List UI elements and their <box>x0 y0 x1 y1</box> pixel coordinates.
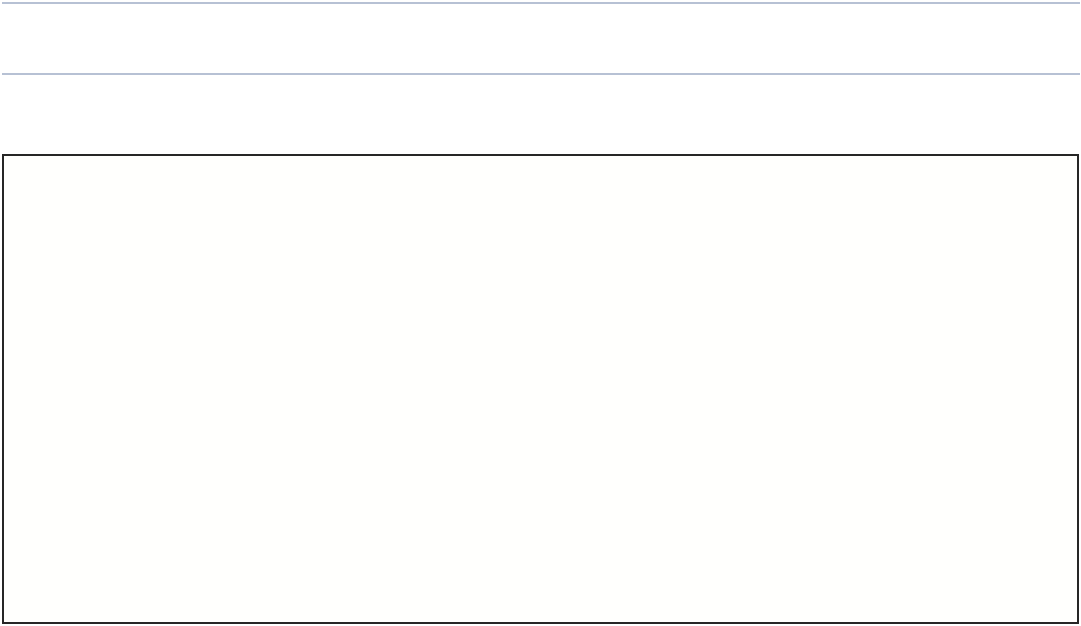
activity-summary-table <box>2 2 1080 4</box>
speed-zones-table <box>2 73 1080 75</box>
pace-chart-panel <box>2 154 1079 624</box>
pace-chart-plot[interactable] <box>4 156 1077 622</box>
